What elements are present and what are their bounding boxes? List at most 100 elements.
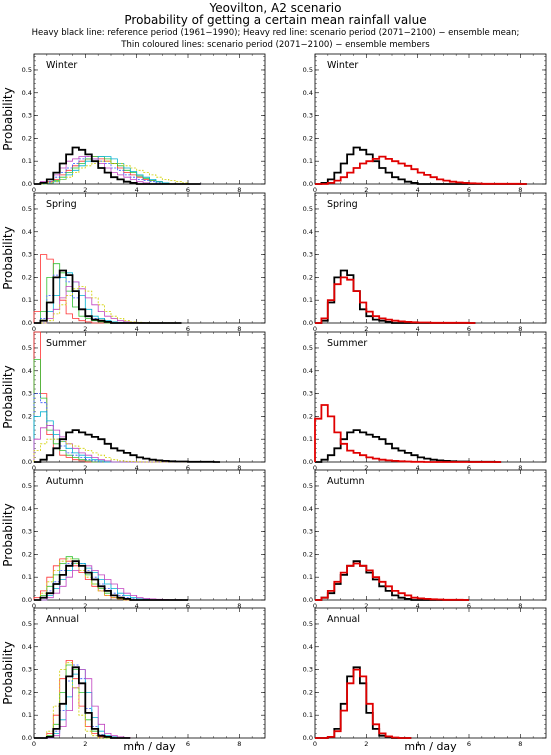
x-tick-label: 8: [518, 325, 522, 333]
plot-frame: [314, 53, 547, 185]
reference-line: [315, 666, 412, 739]
y-tick-label: 0.2: [303, 550, 313, 558]
x-tick-label: 0: [32, 740, 36, 748]
x-tick-label: 2: [83, 325, 87, 333]
x-tick-label: 6: [186, 464, 190, 472]
panel-autumn-left: 0.0 0.1 0.2 0.3 0.4 0.5 0 2 4 6 8 Autumn Probability: [1, 469, 266, 610]
plot-frame: [33, 192, 266, 324]
y-tick-label: 0.2: [303, 412, 313, 420]
ensemble-member-line: [34, 263, 182, 324]
y-tick-label: 0.0: [22, 458, 32, 466]
y-tick-label: 0.1: [303, 296, 313, 304]
x-tick-label: 8: [518, 740, 522, 748]
y-axis-label: Probability: [1, 641, 15, 704]
y-tick-label: 0.2: [303, 273, 313, 281]
y-tick-label: 0.5: [22, 620, 32, 628]
reference-line: [34, 666, 131, 739]
y-tick-label: 0.3: [303, 666, 313, 674]
x-axis-label: mm / day: [404, 740, 457, 753]
x-tick-label: 6: [186, 740, 190, 748]
x-tick-label: 2: [83, 464, 87, 472]
x-tick-label: 0: [32, 464, 36, 472]
season-label: Annual: [46, 614, 79, 625]
y-tick-label: 0.4: [22, 367, 32, 375]
ensemble-member-line: [34, 664, 131, 739]
panel-winter-left: 0.0 0.1 0.2 0.3 0.4 0.5 0 2 4 6 8 Winter Probability: [1, 53, 266, 194]
y-axis-label: Probability: [1, 87, 15, 150]
reference-line: [315, 429, 502, 463]
y-tick-label: 0.1: [303, 711, 313, 719]
y-tick-label: 0.5: [22, 205, 32, 213]
x-tick-label: 8: [237, 325, 241, 333]
y-tick-label: 0.5: [303, 620, 313, 628]
x-tick-label: 6: [467, 464, 471, 472]
y-tick-label: 0.4: [303, 367, 313, 375]
ensemble-member-line: [34, 156, 201, 185]
x-tick-label: 8: [237, 602, 241, 610]
x-tick-label: 0: [32, 325, 36, 333]
y-tick-label: 0.4: [22, 643, 32, 651]
y-tick-label: 0.0: [22, 734, 32, 742]
y-tick-label: 0.0: [22, 180, 32, 188]
x-tick-label: 4: [416, 464, 420, 472]
scenario-mean-line: [314, 404, 502, 463]
x-tick-label: 6: [467, 186, 471, 194]
y-tick-label: 0.2: [303, 134, 313, 142]
y-tick-label: 0.1: [303, 435, 313, 443]
reference-line: [315, 146, 527, 185]
x-tick-label: 0: [313, 740, 317, 748]
x-tick-label: 4: [416, 740, 420, 748]
y-tick-label: 0.4: [303, 505, 313, 513]
x-tick-label: 8: [237, 464, 241, 472]
reference-line: [34, 560, 188, 601]
panel-spring-right: 0.0 0.1 0.2 0.3 0.4 0.5 0 2 4 6 8 Spring: [303, 192, 547, 333]
y-axis-label: Probability: [1, 503, 15, 566]
ensemble-member-line: [33, 359, 221, 463]
x-tick-label: 4: [135, 186, 139, 194]
plot-frame: [33, 469, 266, 601]
y-tick-label: 0.5: [22, 66, 32, 74]
x-tick-label: 2: [364, 325, 368, 333]
x-tick-label: 0: [32, 602, 36, 610]
x-tick-label: 2: [364, 740, 368, 748]
y-tick-label: 0.3: [22, 251, 32, 259]
x-tick-label: 0: [313, 464, 317, 472]
x-tick-label: 6: [467, 602, 471, 610]
y-tick-label: 0.1: [22, 296, 32, 304]
ensemble-member-line: [34, 669, 131, 739]
y-tick-label: 0.3: [22, 666, 32, 674]
x-tick-label: 2: [364, 464, 368, 472]
y-tick-label: 0.2: [22, 412, 32, 420]
x-tick-label: 6: [467, 740, 471, 748]
x-tick-label: 4: [135, 602, 139, 610]
x-tick-label: 8: [237, 740, 241, 748]
y-axis-label: Probability: [1, 226, 15, 289]
ensemble-member-line: [33, 254, 182, 324]
x-tick-label: 4: [416, 325, 420, 333]
season-label: Summer: [327, 338, 367, 349]
season-label: Spring: [327, 199, 358, 210]
x-tick-label: 2: [364, 186, 368, 194]
reference-line: [34, 269, 182, 324]
y-tick-label: 0.0: [22, 596, 32, 604]
x-tick-label: 4: [416, 602, 420, 610]
y-tick-label: 0.3: [22, 528, 32, 536]
y-tick-label: 0.1: [303, 573, 313, 581]
y-tick-label: 0.3: [303, 528, 313, 536]
season-label: Autumn: [327, 476, 365, 487]
y-tick-label: 0.4: [303, 89, 313, 97]
panel-annual-left: 0.0 0.1 0.2 0.3 0.4 0.5 0 2 4 6 8 Annual Probability: [1, 607, 266, 748]
scenario-mean-line: [315, 562, 469, 601]
plot-frame: [314, 469, 547, 601]
season-label: Spring: [46, 199, 77, 210]
x-tick-label: 0: [313, 602, 317, 610]
plot-frame: [314, 607, 547, 739]
reference-line: [34, 429, 221, 463]
y-tick-label: 0.0: [303, 734, 313, 742]
y-tick-label: 0.5: [22, 482, 32, 490]
plot-frame: [314, 192, 547, 324]
scenario-mean-line: [315, 155, 527, 185]
ensemble-member-line: [34, 662, 131, 739]
reference-line: [315, 269, 476, 324]
